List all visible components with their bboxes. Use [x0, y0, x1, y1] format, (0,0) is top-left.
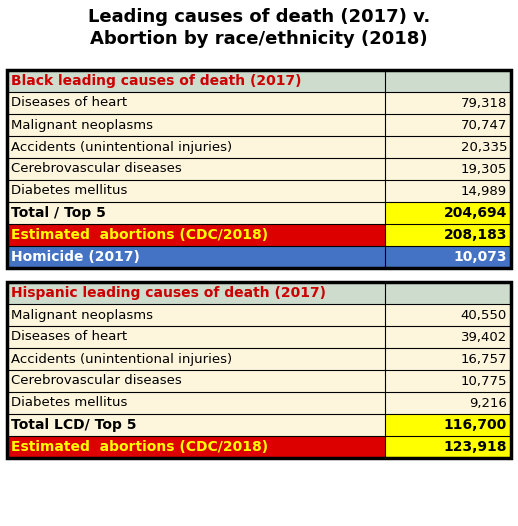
Text: 10,073: 10,073 [453, 250, 507, 264]
Text: 204,694: 204,694 [443, 206, 507, 220]
Text: Malignant neoplasms: Malignant neoplasms [11, 118, 153, 132]
Text: Leading causes of death (2017) v.: Leading causes of death (2017) v. [88, 8, 430, 26]
Bar [385, 202, 511, 224]
Bar [7, 246, 511, 268]
Text: Estimated  abortions (CDC/2018): Estimated abortions (CDC/2018) [11, 228, 268, 242]
Bar [385, 414, 511, 436]
Bar [385, 224, 511, 246]
Text: 19,305: 19,305 [461, 163, 507, 176]
Bar [7, 92, 511, 114]
Text: Homicide (2017): Homicide (2017) [11, 250, 140, 264]
Text: 10,775: 10,775 [461, 375, 507, 388]
Text: Malignant neoplasms: Malignant neoplasms [11, 309, 153, 321]
Text: Black leading causes of death (2017): Black leading causes of death (2017) [11, 74, 301, 88]
Bar [7, 282, 511, 304]
Text: 39,402: 39,402 [461, 330, 507, 343]
Text: Diseases of heart: Diseases of heart [11, 96, 127, 109]
Bar [7, 348, 511, 370]
Bar [7, 392, 511, 414]
Text: 116,700: 116,700 [444, 418, 507, 432]
Bar [7, 70, 511, 268]
Bar [385, 436, 511, 458]
Bar [7, 158, 511, 180]
Text: 9,216: 9,216 [469, 397, 507, 410]
Bar [7, 136, 511, 158]
Bar [7, 202, 385, 224]
Bar [7, 282, 511, 458]
Text: Diabetes mellitus: Diabetes mellitus [11, 397, 127, 410]
Text: Total LCD/ Top 5: Total LCD/ Top 5 [11, 418, 137, 432]
Bar [7, 180, 511, 202]
Text: 79,318: 79,318 [461, 96, 507, 109]
Bar [7, 414, 385, 436]
Text: Total / Top 5: Total / Top 5 [11, 206, 106, 220]
Text: 208,183: 208,183 [443, 228, 507, 242]
Text: Estimated  abortions (CDC/2018): Estimated abortions (CDC/2018) [11, 440, 268, 454]
Text: Accidents (unintentional injuries): Accidents (unintentional injuries) [11, 352, 232, 366]
Text: Hispanic leading causes of death (2017): Hispanic leading causes of death (2017) [11, 286, 326, 300]
Text: Accidents (unintentional injuries): Accidents (unintentional injuries) [11, 140, 232, 154]
Text: 40,550: 40,550 [461, 309, 507, 321]
Text: Abortion by race/ethnicity (2018): Abortion by race/ethnicity (2018) [90, 30, 428, 48]
Bar [7, 436, 385, 458]
Bar [7, 114, 511, 136]
Text: Cerebrovascular diseases: Cerebrovascular diseases [11, 375, 182, 388]
Text: Cerebrovascular diseases: Cerebrovascular diseases [11, 163, 182, 176]
Bar [7, 370, 511, 392]
Bar [7, 70, 511, 92]
Text: 14,989: 14,989 [461, 185, 507, 197]
Text: Diabetes mellitus: Diabetes mellitus [11, 185, 127, 197]
Bar [7, 224, 385, 246]
Bar [7, 304, 511, 326]
Bar [7, 326, 511, 348]
Text: 123,918: 123,918 [443, 440, 507, 454]
Text: Diseases of heart: Diseases of heart [11, 330, 127, 343]
Text: 20,335: 20,335 [461, 140, 507, 154]
Text: 70,747: 70,747 [461, 118, 507, 132]
Text: 16,757: 16,757 [461, 352, 507, 366]
